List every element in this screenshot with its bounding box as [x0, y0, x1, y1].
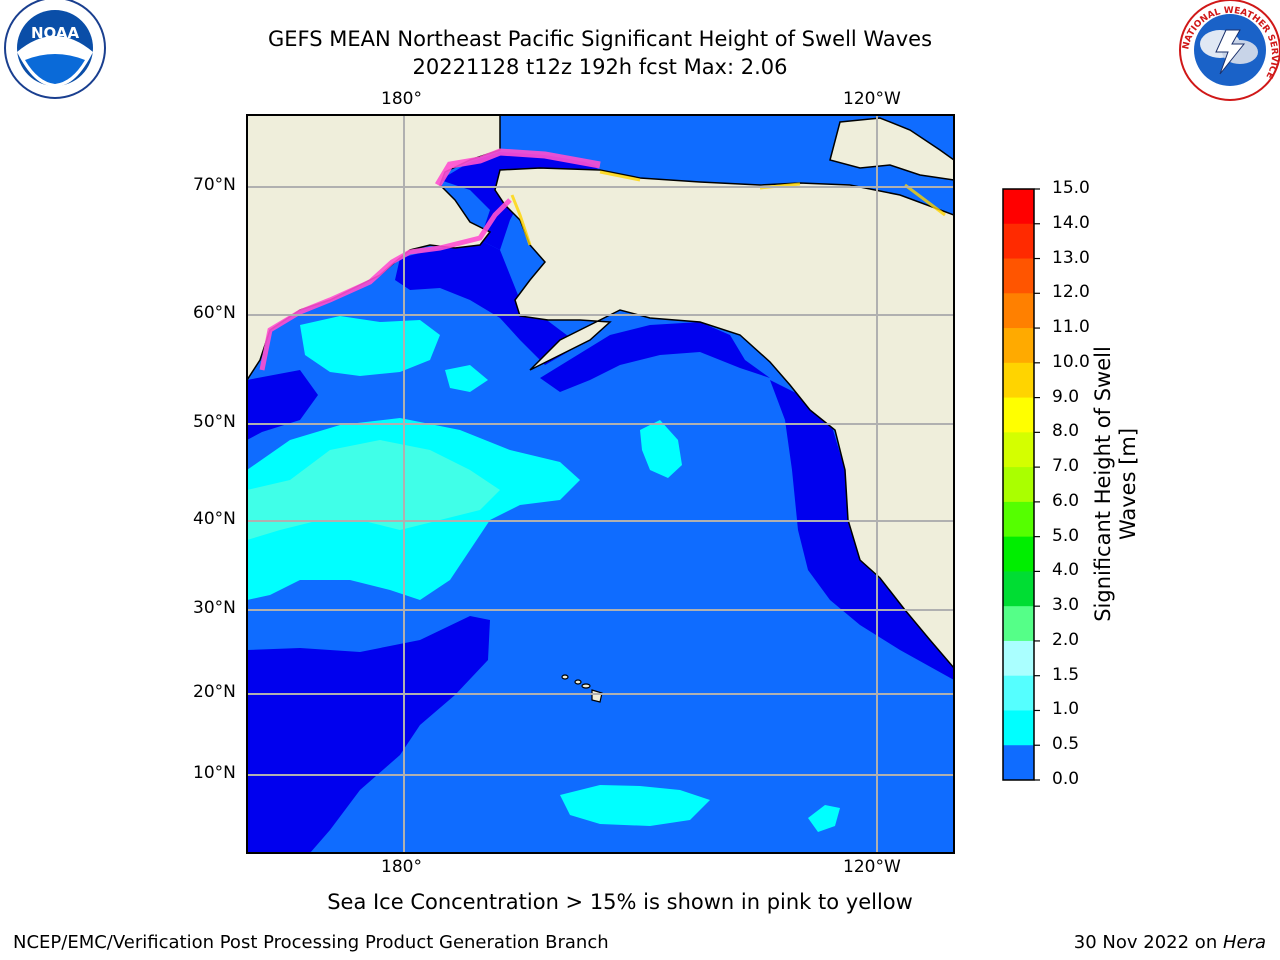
colorbar-tick-label: 2.0: [1052, 629, 1080, 650]
colorbar-segment: [1003, 606, 1034, 642]
swell-patch-southeast: [808, 805, 840, 832]
colorbar-tick-label: 12.0: [1052, 282, 1090, 303]
footer-left: NCEP/EMC/Verification Post Processing Pr…: [13, 932, 609, 953]
low-swell-bering: [395, 240, 580, 365]
noaa-logo-text: NOAA: [31, 24, 80, 42]
low-swell-coast: [770, 380, 954, 680]
colorbar-tick-label: 14.0: [1052, 212, 1090, 233]
colorbar-tick-label: 8.0: [1052, 421, 1080, 442]
lon-label-bottom-120w: 120°W: [843, 857, 901, 877]
chart-subtitle: 20221128 t12z 192h fcst Max: 2.06: [412, 55, 788, 79]
land-north-america: [494, 167, 954, 670]
colorbar-segment: [1003, 362, 1034, 399]
swell-patch-small: [445, 365, 488, 392]
lon-label-bottom-180: 180°: [381, 857, 422, 877]
colorbar-segment: [1003, 432, 1034, 468]
graticule: [247, 115, 954, 853]
lat-label-40n: 40°N: [193, 509, 236, 529]
colorbar-segment: [1003, 745, 1034, 781]
sea-ice-chukchi: [434, 148, 601, 187]
noaa-logo: NOAA: [4, 0, 106, 99]
colorbar-segment: [1003, 710, 1034, 746]
colorbar-segment: [1003, 397, 1034, 433]
colorbar-frame: [1002, 188, 1035, 781]
low-swell-west: [247, 370, 318, 440]
colorbar-segment: [1003, 501, 1034, 538]
colorbar-label-line1: Significant Height of Swell: [1091, 346, 1115, 622]
colorbar-segment: [1003, 571, 1034, 607]
lat-label-30n: 30°N: [193, 598, 236, 618]
swell-patch-east: [640, 420, 682, 478]
lat-label-60n: 60°N: [193, 303, 236, 323]
lat-label-10n: 10°N: [193, 763, 236, 783]
footer-machine: Hera: [1222, 932, 1266, 953]
swell-core: [247, 440, 500, 540]
colorbar-tick-label: 9.0: [1052, 386, 1080, 407]
colorbar-segment: [1003, 293, 1034, 329]
swell-patch-south: [560, 785, 710, 826]
colorbar: [1003, 188, 1040, 781]
lat-label-50n: 50°N: [193, 412, 236, 432]
colorbar-segment: [1003, 675, 1034, 711]
footer-right: 30 Nov 2022 on Hera: [1074, 932, 1266, 953]
lon-label-top-180: 180°: [381, 89, 422, 109]
colorbar-label-line2: Waves [m]: [1116, 427, 1140, 541]
colorbar-segment: [1003, 640, 1034, 677]
colorbar-tick-label: 7.0: [1052, 456, 1080, 477]
colorbar-tick-label: 1.0: [1052, 699, 1080, 720]
land-arctic-islands: [829, 117, 954, 181]
footer-date: 30 Nov 2022 on: [1073, 932, 1223, 953]
sea-ice-note: Sea Ice Concentration > 15% is shown in …: [327, 890, 913, 914]
low-swell-alaska: [540, 322, 770, 392]
colorbar-tick-label: 13.0: [1052, 247, 1090, 268]
colorbar-tick-label: 1.5: [1052, 664, 1080, 685]
colorbar-segment: [1003, 536, 1034, 572]
colorbar-tick-label: 10.0: [1052, 351, 1090, 372]
colorbar-tick-label: 0.5: [1052, 734, 1080, 755]
colorbar-segment: [1003, 223, 1034, 260]
colorbar-tick-label: 15.0: [1052, 178, 1090, 198]
map-frame: [246, 114, 955, 854]
lat-label-20n: 20°N: [193, 682, 236, 702]
lat-label-70n: 70°N: [193, 175, 236, 195]
sea-ice-yellow: [510, 170, 946, 246]
colorbar-tick-label: 3.0: [1052, 595, 1080, 616]
chart-title: GEFS MEAN Northeast Pacific Significant …: [267, 27, 933, 51]
colorbar-segment: [1003, 189, 1034, 225]
low-swell-southwest: [247, 616, 490, 853]
colorbar-tick-label: 5.0: [1052, 525, 1080, 546]
map-area: [247, 115, 954, 853]
lon-label-top-120w: 120°W: [843, 89, 901, 109]
colorbar-tick-label: 0.0: [1052, 769, 1080, 789]
colorbar-tick-label: 4.0: [1052, 560, 1080, 581]
colorbar-segment: [1003, 328, 1034, 364]
colorbar-tick-label: 6.0: [1052, 490, 1080, 511]
colorbar-tick-label: 11.0: [1052, 317, 1090, 338]
colorbar-segment: [1003, 258, 1034, 294]
sea-ice-bering: [259, 198, 512, 371]
colorbar-segment: [1003, 467, 1034, 503]
nws-logo: NATIONAL WEATHER SERVICE: [1179, 0, 1280, 101]
